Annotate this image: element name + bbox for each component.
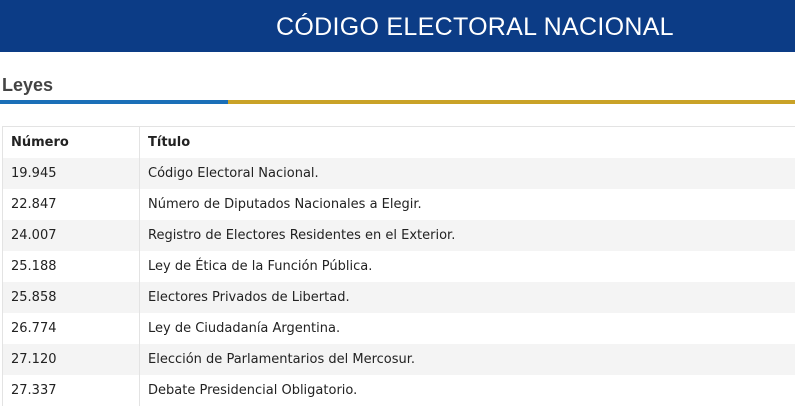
column-header: Título (139, 126, 795, 158)
divider (0, 100, 228, 104)
cell: Ley de Ciudadanía Argentina. (139, 313, 795, 344)
table-row: 25.858 Electores Privados de Libertad. (2, 282, 795, 313)
divider (228, 100, 795, 104)
table-row: 26.774 Ley de Ciudadanía Argentina. (2, 313, 795, 344)
cell: Debate Presidencial Obligatorio. (139, 375, 795, 406)
column-header: Número (2, 126, 140, 158)
table-row: 27.120 Elección de Parlamentarios del Mer… (2, 344, 795, 375)
table-row: 25.188 Ley de Ética de la Función Pública… (2, 251, 795, 282)
cell: 27.120 (2, 344, 140, 375)
cell: Elección de Parlamentarios del Mercosur. (139, 344, 795, 375)
cell: Registro de Electores Residentes en el E… (139, 220, 795, 251)
table-row: 22.847 Número de Diputados Nacionales a E… (2, 189, 795, 220)
cell: 22.847 (2, 189, 140, 220)
cell: Electores Privados de Libertad. (139, 282, 795, 313)
cell: 19.945 (2, 158, 140, 189)
header-row: Número Título (2, 126, 795, 158)
header: CÓDIGO ELECTORAL NACIONAL (0, 0, 795, 52)
cell: 27.337 (2, 375, 140, 406)
cell: 26.774 (2, 313, 140, 344)
cell: Número de Diputados Nacionales a Elegir. (139, 189, 795, 220)
cell: Código Electoral Nacional. (139, 158, 795, 189)
table-row: 19.945 Código Electoral Nacional. (2, 158, 795, 189)
section-title: Leyes (2, 75, 54, 95)
header-title: CÓDIGO ELECTORAL NACIONAL (276, 13, 674, 41)
laws-table: Número Título 19.945 Código Electoral Nacio… (2, 126, 795, 406)
cell: Ley de Ética de la Función Pública. (139, 251, 795, 282)
table-row: 24.007 Registro de Electores Residentes e… (2, 220, 795, 251)
table-row: 27.337 Debate Presidencial Obligatorio. (2, 375, 795, 406)
cell: 25.858 (2, 282, 140, 313)
cell: 24.007 (2, 220, 140, 251)
cell: 25.188 (2, 251, 140, 282)
